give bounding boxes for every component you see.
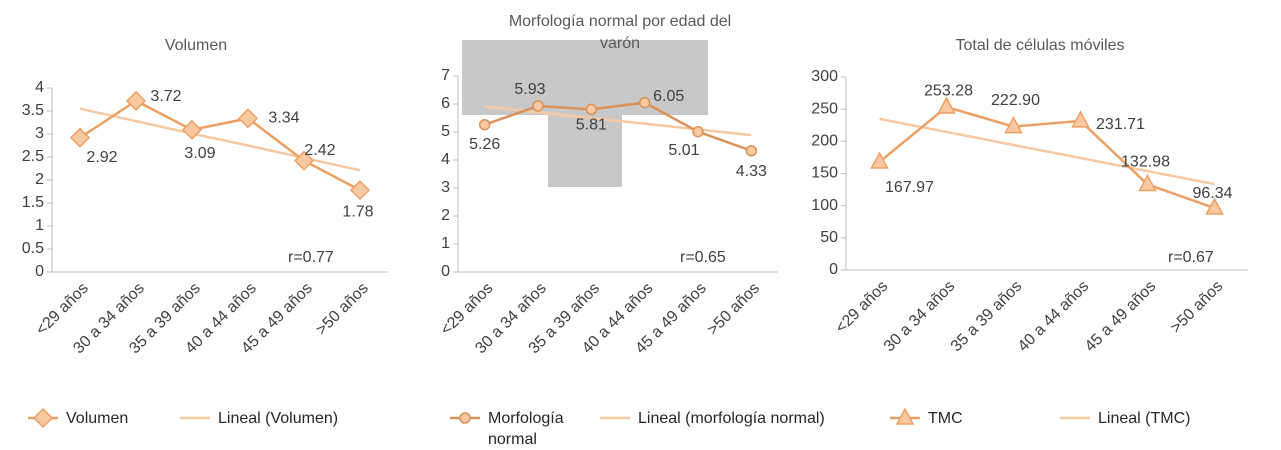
data-point — [127, 92, 145, 110]
data-label: 231.71 — [1096, 116, 1145, 133]
data-label: 5.93 — [514, 81, 545, 98]
y-tick-label: 150 — [811, 165, 838, 182]
data-point — [71, 129, 89, 147]
y-tick-label: 1 — [441, 235, 450, 252]
x-tick-label: 40 a 44 años — [1015, 278, 1092, 355]
x-tick-label: >50 años — [1167, 278, 1226, 337]
data-label: 167.97 — [885, 179, 934, 196]
trend-line — [880, 119, 1215, 184]
y-tick-label: 1 — [35, 217, 44, 234]
y-tick-label: 0 — [35, 263, 44, 280]
legend-marker — [897, 409, 913, 424]
data-label: 1.78 — [342, 203, 373, 220]
x-tick-label: >50 años — [313, 280, 372, 339]
legend-label: Lineal (TMC) — [1098, 408, 1281, 429]
data-point — [640, 98, 650, 108]
x-tick-label: <29 años — [832, 278, 891, 337]
y-tick-label: 0 — [829, 261, 838, 278]
chart-title: Volumen — [96, 35, 296, 57]
x-tick-label: 45 a 49 años — [1082, 278, 1159, 355]
y-tick-label: 7 — [441, 67, 450, 84]
x-tick-label: 35 a 39 años — [948, 278, 1025, 355]
watermark — [462, 40, 708, 187]
legend-marker — [34, 409, 52, 427]
x-tick-label: <29 años — [33, 280, 92, 339]
y-tick-label: 3 — [35, 125, 44, 142]
y-tick-label: 300 — [811, 68, 838, 85]
chart-title: Morfología normal por edad del varón — [500, 11, 740, 55]
trend-line — [80, 109, 360, 171]
annotation: r=0.77 — [288, 249, 334, 266]
data-point — [586, 104, 596, 114]
annotation: r=0.65 — [680, 249, 726, 266]
data-label: 3.34 — [268, 110, 299, 127]
data-label: 96.34 — [1192, 185, 1232, 202]
data-point — [533, 101, 543, 111]
x-tick-label: 30 a 34 años — [881, 278, 958, 355]
chart-title: Total de células móviles — [920, 35, 1160, 57]
legend-label: Lineal (morfología normal) — [638, 408, 858, 429]
data-label: 2.42 — [304, 142, 335, 159]
y-tick-label: 0.5 — [22, 240, 44, 257]
y-tick-label: 4 — [35, 79, 44, 96]
y-tick-label: 3.5 — [22, 102, 44, 119]
y-tick-label: 5 — [441, 123, 450, 140]
page: 00.511.522.533.54<29 años30 a 34 años35 … — [0, 0, 1281, 450]
y-tick-label: 2 — [441, 207, 450, 224]
data-label: 5.26 — [469, 136, 500, 153]
legend-label: TMC — [928, 408, 1048, 429]
data-label: 3.72 — [150, 88, 181, 105]
data-label: 2.92 — [86, 149, 117, 166]
data-label: 253.28 — [924, 82, 973, 99]
y-tick-label: 6 — [441, 95, 450, 112]
x-tick-label: >50 años — [704, 280, 763, 339]
legend-label: Volumen — [66, 408, 186, 429]
data-label: 132.98 — [1121, 154, 1170, 171]
y-tick-label: 100 — [811, 197, 838, 214]
y-tick-label: 2.5 — [22, 148, 44, 165]
y-tick-label: 3 — [441, 179, 450, 196]
annotation: r=0.67 — [1168, 249, 1214, 266]
data-point — [480, 120, 490, 130]
data-point — [351, 181, 369, 199]
data-label: 4.33 — [736, 163, 767, 180]
y-tick-label: 4 — [441, 151, 450, 168]
data-label: 222.90 — [991, 92, 1040, 109]
legend-label: Lineal (Volumen) — [218, 408, 478, 429]
data-label: 6.05 — [653, 88, 684, 105]
y-tick-label: 250 — [811, 100, 838, 117]
y-tick-label: 1.5 — [22, 194, 44, 211]
data-point — [693, 127, 703, 137]
y-tick-label: 200 — [811, 133, 838, 150]
y-tick-label: 50 — [820, 229, 838, 246]
data-label: 5.81 — [576, 117, 607, 134]
legend-label: Morfología normal — [488, 408, 598, 450]
data-label: 3.09 — [184, 145, 215, 162]
data-point — [746, 146, 756, 156]
data-label: 5.01 — [668, 142, 699, 159]
y-tick-label: 0 — [441, 263, 450, 280]
data-point — [872, 153, 888, 168]
data-point — [1073, 112, 1089, 127]
data-point — [939, 98, 955, 113]
y-tick-label: 2 — [35, 171, 44, 188]
charts: 00.511.522.533.54<29 años30 a 34 años35 … — [0, 0, 1281, 450]
